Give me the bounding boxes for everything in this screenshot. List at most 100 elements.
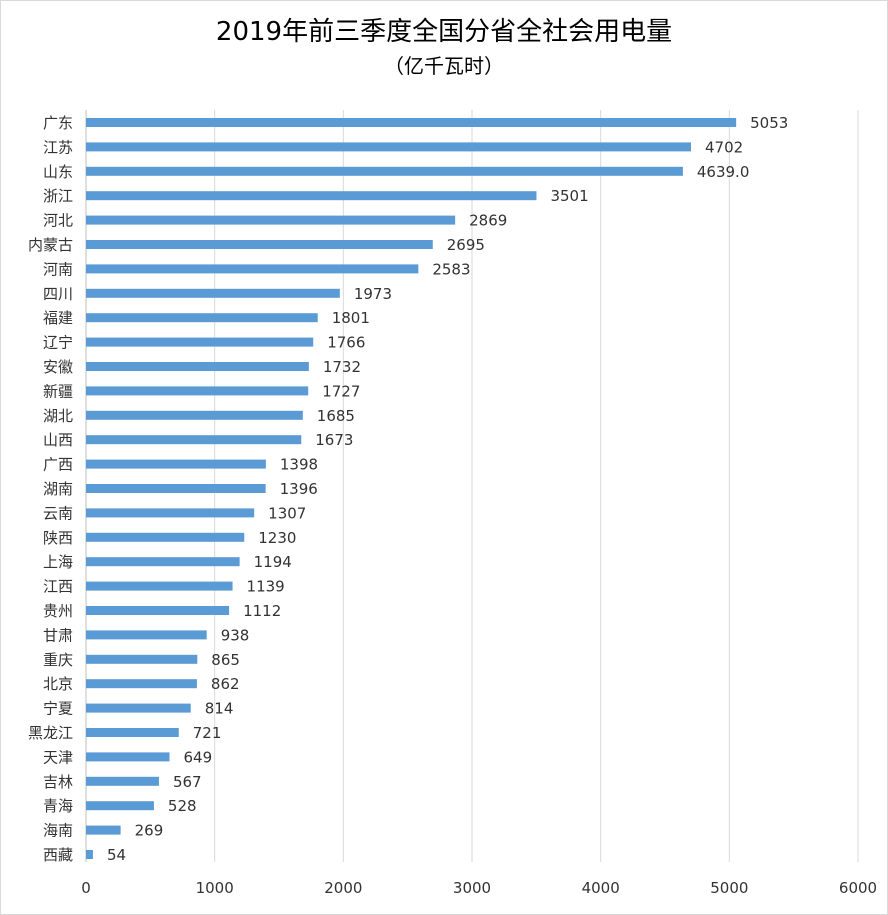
bar — [86, 801, 154, 811]
value-labels: 5053 4702 4639.0 3501 2869 2695 2583 1973 1801 17… — [107, 114, 788, 864]
category-label: 湖南 — [43, 480, 73, 498]
x-tick-label: 2000 — [324, 879, 362, 897]
bar — [86, 581, 233, 591]
bar — [86, 679, 197, 689]
bar — [86, 362, 309, 371]
bar — [86, 288, 340, 298]
category-label: 陕西 — [43, 529, 73, 547]
bar — [86, 776, 159, 786]
bar — [86, 313, 318, 323]
bar — [86, 752, 170, 762]
value-label: 54 — [107, 846, 126, 864]
category-label: 山东 — [43, 163, 73, 181]
bar — [86, 142, 691, 152]
value-label: 528 — [168, 797, 197, 815]
bar — [86, 557, 240, 567]
category-label: 新疆 — [43, 382, 73, 400]
category-label: 西藏 — [43, 846, 73, 864]
category-label: 辽宁 — [43, 334, 73, 352]
category-label: 海南 — [43, 822, 73, 840]
value-label: 567 — [173, 773, 202, 791]
value-label: 1139 — [247, 578, 285, 596]
category-label: 河北 — [43, 212, 73, 230]
value-label: 1973 — [354, 285, 392, 303]
category-label: 宁夏 — [43, 700, 73, 718]
category-label: 湖北 — [43, 407, 73, 425]
value-label: 2869 — [469, 212, 507, 230]
category-label: 云南 — [43, 504, 73, 522]
bar — [86, 337, 314, 347]
x-tick-label: 0 — [81, 879, 91, 897]
value-label: 1766 — [327, 334, 365, 352]
bar — [86, 435, 302, 445]
category-label: 江苏 — [43, 138, 73, 156]
x-tick-label: 4000 — [582, 879, 620, 897]
chart-title: 2019年前三季度全国分省全社会用电量 — [215, 17, 673, 47]
category-label: 山西 — [43, 431, 73, 449]
value-label: 2583 — [432, 260, 470, 278]
value-label: 721 — [193, 724, 222, 742]
bar — [86, 264, 419, 274]
bar — [86, 410, 303, 420]
bar — [86, 703, 191, 713]
value-label: 1194 — [254, 553, 292, 571]
bar — [86, 630, 207, 640]
bar — [86, 484, 266, 493]
value-label: 2695 — [447, 236, 485, 254]
value-label: 3501 — [550, 187, 588, 205]
value-label: 1307 — [268, 504, 306, 522]
value-label: 938 — [221, 626, 250, 644]
bars — [86, 118, 737, 859]
bar — [86, 532, 245, 542]
category-label: 安徽 — [43, 358, 73, 376]
category-label: 甘肃 — [43, 626, 73, 644]
value-label: 5053 — [750, 114, 788, 132]
bar — [86, 850, 93, 859]
value-label: 865 — [211, 651, 240, 669]
category-label: 吉林 — [43, 773, 73, 791]
value-label: 269 — [135, 822, 164, 840]
category-label: 上海 — [43, 553, 73, 571]
value-label: 1685 — [317, 407, 355, 425]
category-label: 广西 — [43, 456, 73, 474]
bar — [86, 606, 230, 615]
value-label: 1732 — [323, 358, 361, 376]
category-label: 浙江 — [43, 187, 73, 205]
category-label: 北京 — [43, 675, 73, 693]
bar — [86, 166, 683, 176]
value-label: 1398 — [280, 456, 318, 474]
bar — [86, 459, 266, 469]
value-label: 862 — [211, 675, 240, 693]
category-label: 贵州 — [43, 602, 73, 620]
x-tick-label: 1000 — [196, 879, 234, 897]
chart-subtitle: （亿千瓦时） — [384, 54, 504, 78]
category-label: 天津 — [43, 748, 73, 766]
bar — [86, 240, 433, 249]
value-label: 1230 — [258, 529, 296, 547]
value-label: 649 — [184, 748, 213, 766]
category-label: 江西 — [43, 578, 73, 596]
bar — [86, 386, 309, 396]
value-label: 814 — [205, 700, 234, 718]
category-label: 黑龙江 — [28, 724, 73, 742]
bar — [86, 728, 179, 737]
bar — [86, 118, 737, 127]
category-label: 内蒙古 — [28, 236, 73, 254]
value-label: 4702 — [705, 138, 743, 156]
category-labels: 广东江苏山东浙江河北内蒙古河南四川福建辽宁安徽新疆湖北山西广西湖南云南陕西上海江… — [28, 114, 73, 864]
category-label: 福建 — [43, 309, 73, 327]
x-tick-label: 5000 — [710, 879, 748, 897]
bar — [86, 215, 456, 225]
category-label: 重庆 — [43, 651, 73, 669]
value-label: 1396 — [280, 480, 318, 498]
category-label: 河南 — [43, 260, 73, 278]
value-label: 1112 — [243, 602, 281, 620]
category-label: 青海 — [43, 797, 73, 815]
bar — [86, 654, 198, 664]
category-label: 四川 — [43, 285, 73, 303]
value-label: 1801 — [332, 309, 370, 327]
value-label: 1673 — [315, 431, 353, 449]
x-tick-label: 3000 — [453, 879, 491, 897]
